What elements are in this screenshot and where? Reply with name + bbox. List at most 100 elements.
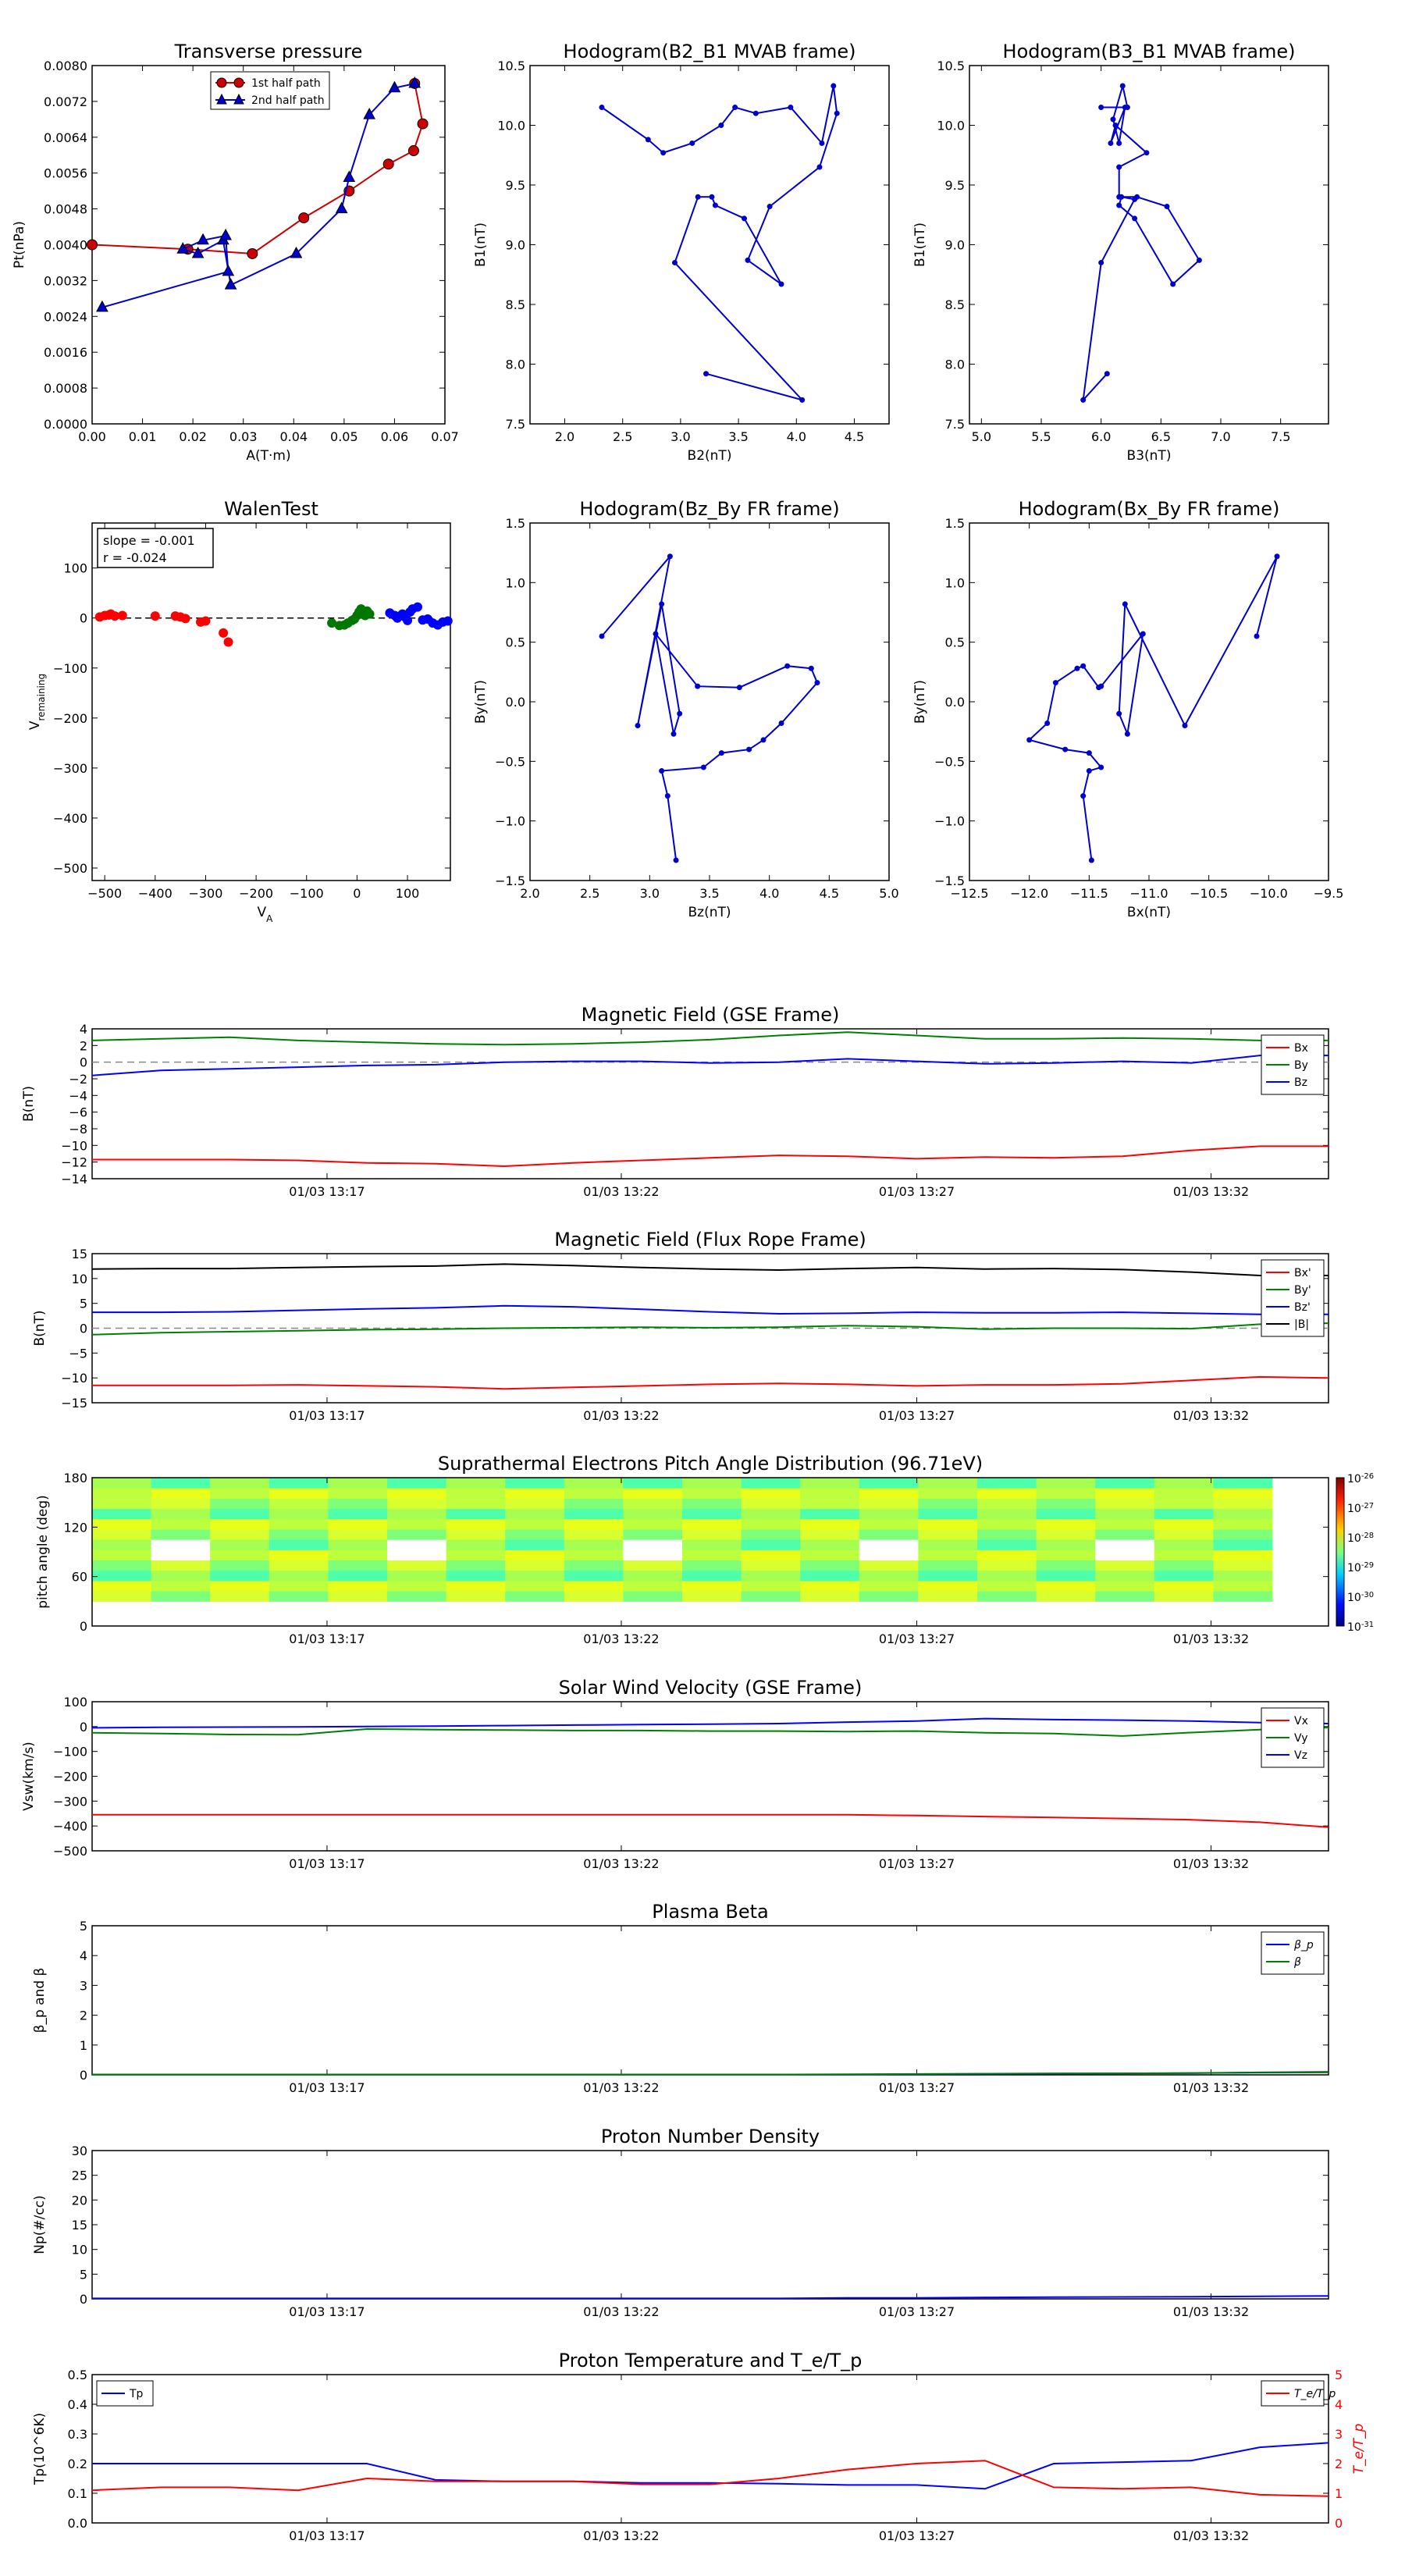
heatmap-cell bbox=[741, 1550, 801, 1561]
data-point bbox=[709, 194, 715, 200]
legend-label: Bz bbox=[1294, 1076, 1307, 1089]
x-tick-label: 3.0 bbox=[640, 886, 660, 901]
heatmap-cell bbox=[682, 1478, 742, 1489]
data-point bbox=[760, 737, 767, 743]
heatmap-cell bbox=[387, 1539, 447, 1550]
x-tick-label: 0.07 bbox=[431, 429, 459, 444]
series-line bbox=[91, 1322, 1329, 1336]
heatmap-cell bbox=[210, 1539, 270, 1550]
data-point bbox=[689, 140, 695, 146]
heatmap-cell bbox=[623, 1570, 683, 1582]
x-tick-label: 3.5 bbox=[699, 886, 719, 901]
heatmap-cell bbox=[151, 1560, 211, 1571]
x-tick-label: 01/03 13:27 bbox=[879, 1408, 955, 1423]
chart-h23: Hodogram(B2_B1 MVAB frame) 7.5 8.0 8.5 9.0 9.… bbox=[473, 41, 890, 464]
data-point bbox=[1080, 793, 1087, 799]
y-axis-label: Vremaining bbox=[27, 674, 47, 730]
chart-title: Magnetic Field (Flux Rope Frame) bbox=[554, 1229, 866, 1251]
data-point bbox=[223, 637, 233, 647]
heatmap-cell bbox=[977, 1528, 1037, 1540]
heatmap-cell bbox=[446, 1580, 506, 1592]
y-tick-label: −200 bbox=[53, 711, 87, 726]
series-line bbox=[91, 1055, 1329, 1076]
annotation-box bbox=[97, 528, 214, 568]
y-axis-label: B1(nT) bbox=[912, 222, 928, 267]
legend-label: β_p bbox=[1293, 1939, 1314, 1952]
series-line bbox=[92, 2295, 1329, 2300]
x-tick-label: −12.5 bbox=[950, 886, 988, 901]
y-tick-label: 7.5 bbox=[945, 417, 965, 432]
heatmap-cell bbox=[859, 1488, 919, 1499]
heatmap-cell bbox=[1213, 1550, 1273, 1561]
y-tick-label: 0.2 bbox=[68, 2457, 87, 2471]
chart-tp: Transverse pressure 0.0000 0.0008 0.0016 0.0… bbox=[12, 41, 459, 464]
heatmap-cell bbox=[1213, 1478, 1273, 1489]
chart-title: Suprathermal Electrons Pitch Angle Distr… bbox=[438, 1453, 983, 1475]
heatmap-cell bbox=[682, 1570, 742, 1582]
y-tick-label: 4 bbox=[80, 1948, 87, 1963]
heatmap-cell bbox=[918, 1580, 978, 1592]
heatmap-cell bbox=[741, 1518, 801, 1530]
heatmap-cell bbox=[564, 1550, 624, 1561]
data-point bbox=[732, 105, 738, 111]
plot-frame bbox=[969, 522, 1329, 881]
y-tick-label: 100 bbox=[63, 1695, 87, 1710]
heatmap-cell bbox=[800, 1498, 860, 1510]
y-tick-label: −15 bbox=[61, 1396, 87, 1411]
chart-title: Hodogram(Bz_By FR frame) bbox=[579, 498, 839, 520]
data-point bbox=[1119, 194, 1125, 200]
series-line bbox=[91, 1263, 1329, 1276]
data-point bbox=[808, 665, 814, 671]
colorbar-label-base: 10 bbox=[1347, 1562, 1361, 1574]
legend-label: Vz bbox=[1294, 1749, 1307, 1762]
y-tick-label: −0.5 bbox=[934, 754, 965, 769]
data-point bbox=[799, 397, 806, 403]
chart-title: Magnetic Field (GSE Frame) bbox=[582, 1004, 840, 1026]
y-tick-label: 60 bbox=[72, 1570, 87, 1585]
y-tick-label: −500 bbox=[53, 861, 87, 876]
x-tick-label: 01/03 13:22 bbox=[583, 2304, 659, 2319]
heatmap-cell bbox=[210, 1570, 270, 1582]
heatmap-cell bbox=[682, 1550, 742, 1561]
chart-title: Proton Temperature and T_e/T_p bbox=[559, 2350, 863, 2371]
y-axis-label: Tp(10^6K) bbox=[32, 2413, 48, 2485]
data-point bbox=[412, 602, 422, 612]
x-tick-label: 01/03 13:22 bbox=[583, 1184, 659, 1199]
data-point bbox=[343, 170, 356, 182]
y-tick-label: −14 bbox=[61, 1172, 87, 1187]
data-point bbox=[718, 750, 724, 756]
legend-label: |B| bbox=[1294, 1318, 1309, 1331]
x-axis-label: A(T·m) bbox=[246, 448, 290, 464]
data-point bbox=[247, 247, 258, 259]
heatmap-cell bbox=[269, 1539, 329, 1550]
series-line bbox=[91, 1727, 1329, 1737]
data-point bbox=[408, 76, 422, 88]
heatmap-cell bbox=[564, 1488, 624, 1499]
chart-bgse: Magnetic Field (GSE Frame) −14 −12 −10−8 −6 −… bbox=[21, 1004, 1329, 1199]
heatmap-cell bbox=[918, 1539, 978, 1550]
colorbar-label: 10-31 bbox=[1347, 1621, 1374, 1635]
data-point bbox=[1052, 680, 1058, 686]
data-point bbox=[87, 239, 98, 251]
data-point bbox=[1140, 631, 1146, 637]
heatmap-cell bbox=[151, 1508, 211, 1520]
heatmap-cell bbox=[151, 1580, 211, 1592]
heatmap-cell bbox=[859, 1539, 919, 1550]
heatmap-cell bbox=[1095, 1518, 1155, 1530]
heatmap-cell bbox=[1154, 1539, 1214, 1550]
data-point bbox=[1164, 204, 1170, 210]
heatmap-cell bbox=[210, 1560, 270, 1571]
data-point bbox=[659, 601, 665, 607]
heatmap-cell bbox=[92, 1591, 152, 1602]
x-tick-label: 01/03 13:22 bbox=[583, 1631, 659, 1646]
data-point bbox=[388, 80, 401, 93]
heatmap-cell bbox=[446, 1591, 506, 1602]
colorbar-label: 10-26 bbox=[1347, 1472, 1374, 1486]
legend-marker bbox=[233, 93, 244, 105]
data-point bbox=[1116, 710, 1122, 717]
heatmap-cell bbox=[682, 1539, 742, 1550]
heatmap-cell bbox=[800, 1539, 860, 1550]
x-tick-label: −12.0 bbox=[1010, 886, 1048, 901]
y-axis-label: B(nT) bbox=[21, 1086, 37, 1122]
y-tick-label: −10 bbox=[61, 1371, 87, 1386]
